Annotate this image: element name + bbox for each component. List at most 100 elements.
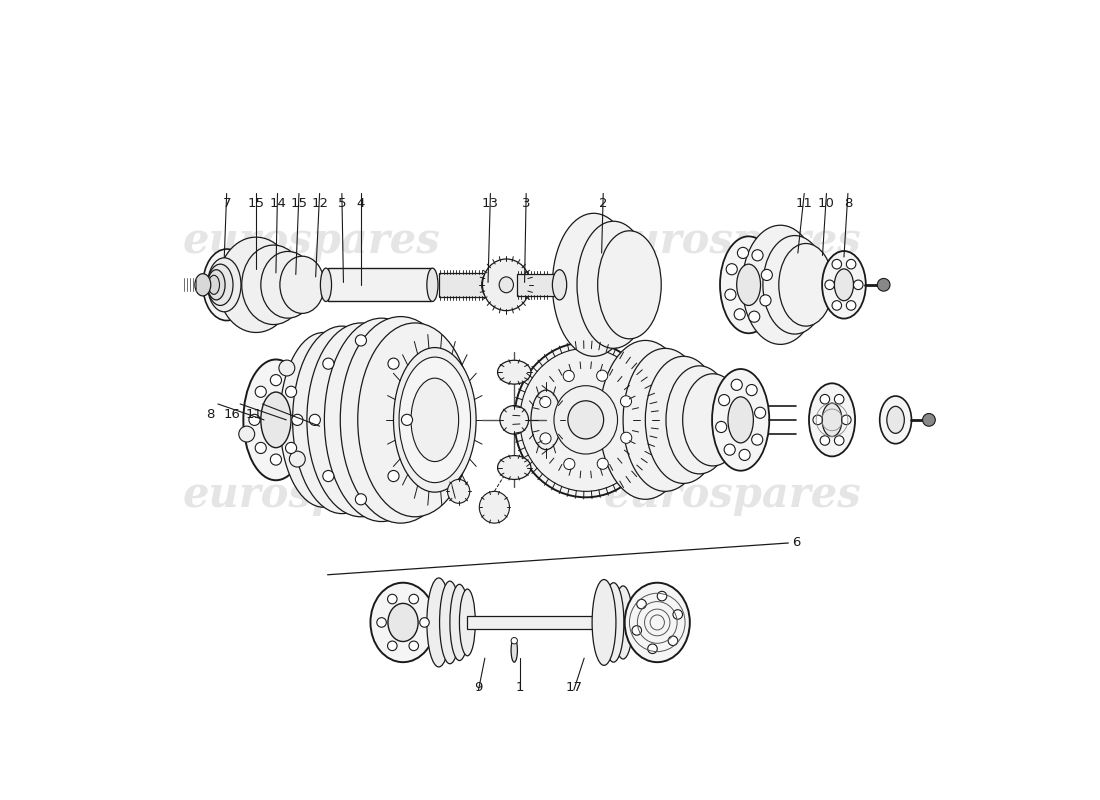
Circle shape (842, 415, 851, 425)
Ellipse shape (887, 406, 904, 434)
Circle shape (813, 415, 823, 425)
Text: 12: 12 (311, 198, 328, 210)
Circle shape (726, 264, 737, 274)
Ellipse shape (552, 270, 567, 300)
Ellipse shape (737, 264, 760, 306)
Ellipse shape (411, 378, 459, 462)
Text: 10: 10 (818, 198, 835, 210)
Ellipse shape (388, 603, 418, 642)
Ellipse shape (450, 584, 469, 661)
Circle shape (355, 335, 366, 346)
Circle shape (835, 436, 844, 446)
Ellipse shape (552, 214, 635, 356)
Ellipse shape (835, 269, 854, 301)
Circle shape (632, 626, 641, 635)
Ellipse shape (497, 456, 531, 479)
Circle shape (563, 370, 574, 382)
Text: 1: 1 (516, 681, 524, 694)
Ellipse shape (720, 236, 778, 334)
Ellipse shape (578, 222, 650, 348)
Ellipse shape (742, 226, 818, 344)
Text: 11: 11 (246, 408, 263, 421)
Ellipse shape (371, 582, 436, 662)
Text: eurospares: eurospares (183, 220, 440, 262)
Ellipse shape (324, 318, 439, 522)
Text: eurospares: eurospares (183, 474, 440, 516)
Ellipse shape (520, 348, 651, 491)
Circle shape (322, 470, 334, 482)
Circle shape (420, 618, 429, 627)
Circle shape (923, 414, 935, 426)
Ellipse shape (597, 230, 661, 339)
Circle shape (279, 360, 295, 376)
Ellipse shape (208, 270, 226, 300)
Circle shape (387, 594, 397, 604)
Ellipse shape (208, 275, 220, 294)
Ellipse shape (483, 259, 530, 310)
Ellipse shape (603, 582, 624, 662)
Circle shape (637, 599, 647, 609)
Ellipse shape (243, 359, 308, 480)
Circle shape (657, 591, 667, 601)
Circle shape (832, 259, 842, 269)
Ellipse shape (261, 392, 292, 448)
Ellipse shape (307, 323, 415, 517)
Circle shape (761, 270, 772, 281)
Ellipse shape (208, 264, 233, 306)
Circle shape (387, 641, 397, 650)
Ellipse shape (482, 273, 494, 297)
Ellipse shape (625, 582, 690, 662)
Ellipse shape (320, 268, 331, 302)
Ellipse shape (592, 579, 616, 666)
Text: 13: 13 (482, 198, 499, 210)
Circle shape (739, 450, 750, 461)
Circle shape (734, 309, 746, 320)
Ellipse shape (279, 333, 367, 507)
Ellipse shape (614, 586, 632, 659)
Ellipse shape (646, 356, 722, 483)
Ellipse shape (208, 258, 241, 312)
Ellipse shape (712, 369, 769, 470)
Text: 15: 15 (290, 198, 308, 210)
Circle shape (271, 454, 282, 465)
Circle shape (255, 386, 266, 398)
Circle shape (409, 594, 418, 604)
Ellipse shape (480, 491, 509, 523)
Circle shape (596, 370, 607, 382)
Circle shape (846, 301, 856, 310)
Ellipse shape (499, 406, 528, 434)
Circle shape (732, 379, 742, 390)
Circle shape (673, 610, 682, 619)
Ellipse shape (512, 638, 517, 662)
Text: 11: 11 (795, 198, 813, 210)
Ellipse shape (440, 581, 460, 664)
Circle shape (286, 386, 297, 398)
Circle shape (854, 280, 864, 290)
Circle shape (668, 636, 678, 646)
Ellipse shape (623, 348, 707, 491)
Circle shape (355, 494, 366, 505)
Text: 4: 4 (356, 198, 365, 210)
Ellipse shape (808, 383, 855, 457)
Circle shape (749, 311, 760, 322)
Circle shape (725, 289, 736, 300)
Circle shape (746, 385, 757, 396)
Circle shape (755, 407, 766, 418)
Text: 5: 5 (338, 198, 346, 210)
Bar (517, 274, 554, 296)
Ellipse shape (242, 245, 306, 325)
Circle shape (751, 434, 762, 445)
Ellipse shape (358, 323, 472, 517)
Circle shape (322, 358, 334, 370)
Text: 7: 7 (222, 198, 231, 210)
Ellipse shape (531, 390, 561, 450)
Circle shape (388, 470, 399, 482)
Ellipse shape (293, 326, 392, 514)
Circle shape (289, 451, 306, 467)
Ellipse shape (399, 357, 471, 482)
Text: 3: 3 (521, 198, 530, 210)
Circle shape (255, 442, 266, 454)
Ellipse shape (279, 256, 324, 314)
Text: 15: 15 (248, 198, 265, 210)
Ellipse shape (600, 341, 692, 499)
